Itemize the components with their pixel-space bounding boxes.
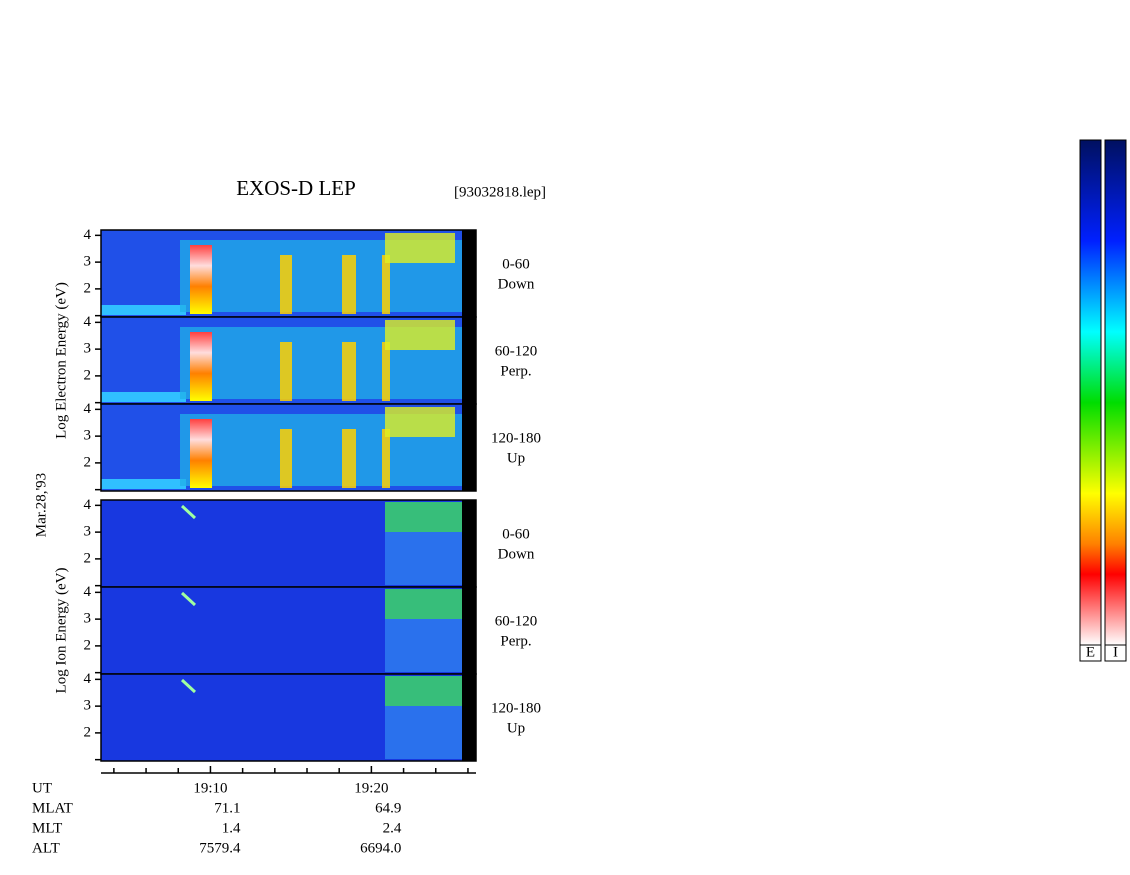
arc [342,255,356,314]
ion-patch-low [385,532,462,585]
footer-name: MLAT [32,800,73,816]
y-tick-label: 2 [84,724,92,740]
panel-frame [100,673,477,762]
ion-patch-low [385,619,462,672]
ion-patch [385,589,462,619]
y-tick-label: 2 [84,280,92,296]
panel-label: 120-180 [491,700,541,716]
y-tick-label: 4 [84,401,92,417]
ion-patch [385,676,462,706]
colorbar-label: E [1086,644,1095,660]
arc [280,342,292,401]
high-energy-patch [385,407,455,437]
black-stripe [462,317,476,404]
footer-value: 2.4 [383,820,402,836]
footer-value: 7579.4 [199,840,241,856]
ion-patch-low [385,706,462,759]
inverted-v [190,245,212,314]
arc [382,255,390,314]
arc [382,429,390,488]
panel-label: Up [507,720,525,736]
inverted-v [190,419,212,488]
x-tick-label: 19:20 [354,780,388,796]
ion-streak [180,591,197,607]
footer-value: 6694.0 [360,840,401,856]
y-tick-label: 3 [84,611,92,627]
panel-label: Up [507,450,525,466]
arc [280,429,292,488]
footer-name: ALT [32,840,60,856]
arc [342,429,356,488]
low-energy-band [101,305,186,315]
inverted-v [190,332,212,401]
date: Mar.28,'93 [33,473,49,537]
ion-streak [180,678,197,694]
arc [382,342,390,401]
panel-label: 120-180 [491,430,541,446]
y-tick-label: 4 [84,314,92,330]
panel-label: 60-120 [495,343,538,359]
y-tick-label: 3 [84,524,92,540]
black-stripe [462,587,476,674]
footer-name: UT [32,780,52,796]
colorbar [1104,139,1127,646]
footer-value: 1.4 [222,820,241,836]
panel-label: Down [498,276,535,292]
black-stripe [462,404,476,491]
group-y-label: Log Electron Energy (eV) [53,282,69,439]
group-y-label: Log Ion Energy (eV) [53,568,69,694]
low-energy-band [101,392,186,402]
high-energy-patch [385,233,455,263]
file-name: [93032818.lep] [454,184,546,200]
y-tick-label: 2 [84,637,92,653]
y-tick-label: 2 [84,367,92,383]
high-energy-patch [385,320,455,350]
colorbar [1079,139,1102,646]
black-stripe [462,500,476,587]
y-tick-label: 4 [84,497,92,513]
ion-patch [385,502,462,532]
y-tick-label: 4 [84,584,92,600]
black-stripe [462,674,476,761]
panel-label: 60-120 [495,613,538,629]
y-tick-label: 2 [84,550,92,566]
panel-label: 0-60 [502,526,530,542]
y-tick-label: 3 [84,698,92,714]
panel-frame [100,403,477,492]
panel-label: Perp. [500,633,531,649]
y-tick-label: 3 [84,428,92,444]
colorbar-label-box [1104,644,1127,662]
panel-label: 0-60 [502,256,530,272]
y-tick-label: 4 [84,671,92,687]
arc [280,255,292,314]
y-tick-label: 3 [84,254,92,270]
y-tick-label: 4 [84,227,92,243]
low-energy-band [101,479,186,489]
panel-label: Down [498,546,535,562]
footer-name: MLT [32,820,62,836]
colorbar-label: I [1113,644,1118,660]
footer-value: 64.9 [375,800,401,816]
y-tick-label: 3 [84,341,92,357]
arc [342,342,356,401]
panel-label: Perp. [500,363,531,379]
colorbar-label-box [1079,644,1102,662]
title: EXOS-D LEP [236,176,356,200]
black-stripe [462,230,476,317]
y-tick-label: 2 [84,454,92,470]
ion-streak [180,504,197,520]
x-tick-label: 19:10 [193,780,227,796]
footer-value: 71.1 [214,800,240,816]
